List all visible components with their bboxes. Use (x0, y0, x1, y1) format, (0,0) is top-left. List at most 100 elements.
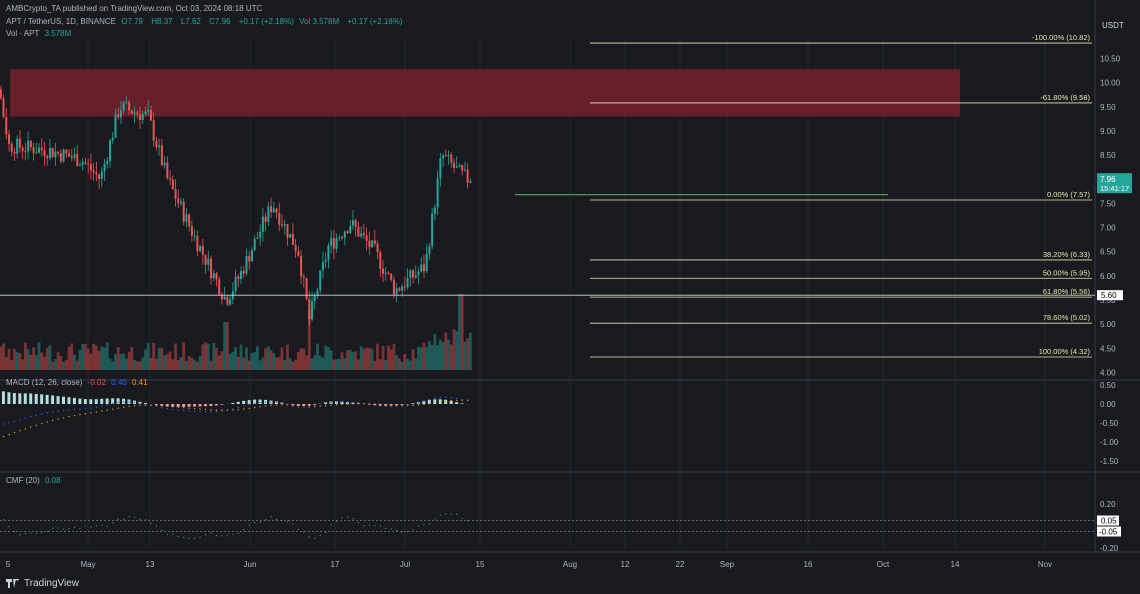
volume-bar (411, 349, 415, 370)
volume-bar (417, 346, 420, 370)
fib-label: 0.00% (7.57) (1047, 190, 1090, 199)
candle (128, 102, 131, 111)
macd-point (128, 401, 130, 403)
candle (215, 273, 218, 280)
macd-histogram-bar (12, 393, 16, 404)
volume-bar (269, 350, 273, 370)
signal-point (385, 403, 387, 406)
cmf-point (215, 535, 218, 537)
volume-bar (114, 354, 117, 370)
macd-histogram-bar (449, 400, 453, 404)
signal-point (122, 406, 125, 408)
candle (177, 198, 180, 204)
volume-bar (138, 361, 142, 370)
candle (469, 181, 472, 183)
candle (62, 149, 65, 162)
candle (136, 112, 139, 115)
volume-bar (226, 322, 229, 370)
price-axis[interactable]: USDT10.5010.009.509.008.508.007.507.006.… (1097, 21, 1132, 553)
cmf-point (434, 518, 436, 520)
time-tick: May (80, 560, 95, 569)
cmf-point (357, 521, 360, 524)
macd-histogram-bar (111, 398, 115, 404)
volume-bar (378, 359, 382, 370)
candle (92, 170, 95, 173)
candles[interactable] (0, 59, 472, 326)
volume-bar (64, 359, 68, 370)
time-tick: 17 (331, 560, 340, 569)
macd-point (259, 401, 261, 404)
signal-point (19, 430, 21, 432)
volume-bar (48, 345, 52, 370)
candle (406, 277, 409, 288)
time-tick: 13 (146, 560, 155, 569)
volume-bar (460, 294, 464, 370)
symbol-label[interactable]: APT / TetherUS, 1D, BINANCE (6, 17, 116, 26)
candle (452, 162, 455, 168)
candle (436, 178, 439, 208)
zones (10, 69, 960, 196)
volume-bar (387, 345, 390, 370)
volume-bar (335, 359, 338, 370)
macd-point (172, 408, 174, 411)
macd-legend[interactable]: MACD (12, 26, close) -0.02 0.40 0.41 (6, 378, 148, 387)
volume-bar (307, 310, 311, 370)
time-axis[interactable]: 5 May 13 Jun 17 Jul 15 Aug 12 22 Sep 16 Oct 14 Nov (6, 560, 1052, 569)
price-tick: 9.00 (1100, 127, 1116, 136)
volume-bar (299, 348, 303, 370)
macd-point (385, 405, 387, 408)
cmf-point (90, 526, 92, 528)
volume-bar (395, 354, 399, 370)
cmf-point (155, 525, 158, 527)
volume-bar (239, 344, 243, 370)
macd-point (275, 401, 278, 404)
candle (398, 288, 401, 291)
signal-point (133, 405, 136, 407)
volume-legend[interactable]: Vol · APT 3.578M (6, 29, 72, 38)
fib-label: 61.80% (5.56) (1043, 287, 1091, 296)
price-tick: 4.00 (1100, 368, 1116, 377)
macd-histogram-bar (345, 401, 349, 404)
macd-histogram-bar (78, 398, 82, 404)
volume-bar (419, 347, 423, 370)
signal-point (62, 417, 65, 419)
macd-histogram-bar (182, 404, 186, 407)
cmf-point (314, 537, 316, 539)
candle (458, 165, 461, 167)
volume-bar (212, 343, 216, 370)
cmf-point (183, 536, 185, 538)
signal-point (183, 407, 185, 409)
cmf-point (346, 516, 349, 518)
macd-point (417, 402, 420, 404)
time-tick: Nov (1038, 560, 1052, 569)
macd-point (84, 408, 87, 410)
macd-histogram-bar (40, 394, 44, 404)
signal-point (95, 411, 98, 413)
signal-point (172, 406, 174, 408)
cmf-tick: 0.20 (1100, 500, 1116, 509)
signal-point (254, 406, 256, 409)
symbol-line[interactable]: APT / TetherUS, 1D, BINANCE O7.79 H8.37 … (6, 17, 403, 26)
candle (439, 158, 442, 179)
cmf-legend[interactable]: CMF (20) 0.08 (6, 476, 61, 485)
volume-bar (157, 347, 161, 370)
macd-point (395, 405, 398, 408)
candle (24, 151, 27, 153)
candle (109, 140, 112, 161)
candle (259, 231, 262, 238)
macd-histogram-bar (400, 404, 404, 405)
signal-point (30, 426, 32, 428)
volume-bar (81, 343, 85, 370)
macd-point (79, 408, 81, 410)
volume-bar (176, 360, 180, 370)
macd-point (243, 405, 245, 407)
signal-point (417, 404, 420, 406)
fib-label: -100.00% (10.82) (1032, 33, 1090, 42)
candle (158, 145, 161, 148)
cmf-point (325, 531, 327, 534)
signal-point (166, 405, 169, 407)
macd-point (445, 396, 447, 398)
candle (311, 301, 314, 320)
cmf-point (68, 528, 70, 530)
